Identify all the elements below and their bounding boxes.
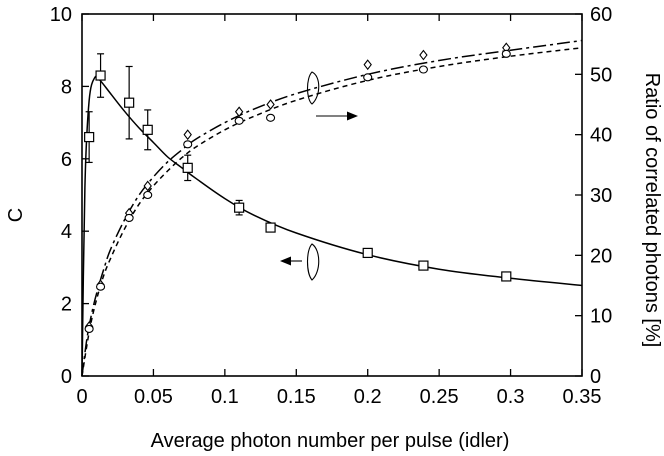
x-tick-label: 0.1 [211, 386, 239, 408]
circle-marker [363, 73, 373, 82]
y-tick-label: 8 [61, 76, 72, 98]
circle-marker [124, 213, 134, 222]
left-arrow-icon [280, 256, 291, 266]
x-tick-label: 0.3 [497, 386, 525, 408]
y2-tick-label: 60 [590, 4, 612, 26]
y-tick-label: 4 [61, 221, 72, 243]
square-marker [418, 260, 429, 271]
y-axis-ticks: 0 2 4 6 8 10 [50, 4, 89, 388]
square-marker [124, 97, 135, 108]
x-axis-label: Average photon number per pulse (idler) [151, 430, 510, 452]
square-marker [95, 70, 106, 81]
y2-tick-label: 30 [590, 185, 612, 207]
x-tick-label: 0.15 [277, 386, 316, 408]
y2-tick-label: 20 [590, 245, 612, 267]
x-axis-ticks: 0 0.05 0.1 0.15 0.2 0.25 0.3 0.35 [76, 14, 601, 408]
y-tick-label: 10 [50, 4, 72, 26]
circle-marker [234, 116, 244, 125]
y2-axis-ticks: 0 10 20 30 40 50 60 [575, 4, 612, 388]
y2-axis-label: Ratio of correlated photons [%] [641, 73, 663, 348]
axis-indicators [280, 71, 358, 281]
diamond-marker [363, 59, 372, 71]
y-tick-label: 6 [61, 149, 72, 171]
x-tick-label: 0.2 [354, 386, 382, 408]
right-arrow-icon [347, 111, 358, 121]
square-marker [182, 162, 193, 173]
fit-curve-ratio-dotted [81, 47, 583, 377]
square-marker [362, 247, 373, 259]
x-tick-label: 0.05 [134, 386, 173, 408]
circle-marker [266, 113, 276, 122]
x-tick-label: 0.35 [563, 386, 602, 408]
y-axis-label: C [5, 208, 27, 222]
ratio-axis-indicator-loop [306, 71, 320, 105]
diamond-marker [183, 129, 192, 141]
error-bars [85, 53, 510, 280]
circle-marker [501, 49, 511, 58]
plot-frame [81, 13, 583, 377]
fit-curve-ratio-dashdot [81, 39, 583, 377]
square-marker [142, 124, 153, 135]
square-marker [84, 131, 95, 143]
y2-tick-label: 50 [590, 64, 612, 86]
y2-tick-label: 40 [590, 125, 612, 147]
square-marker [501, 271, 512, 282]
circle-marker [96, 282, 106, 291]
fit-curves [81, 39, 583, 377]
diamond-marker [143, 180, 152, 192]
square-marker [234, 202, 245, 213]
plot-border [81, 13, 583, 377]
diamond-marker [419, 49, 428, 61]
x-tick-label: 0.25 [420, 386, 459, 408]
y-tick-label: 2 [61, 294, 72, 316]
fit-curve-c [81, 75, 583, 377]
data-markers [84, 42, 512, 333]
circle-marker [143, 190, 153, 200]
circle-marker [84, 324, 94, 333]
diamond-marker [266, 99, 275, 110]
y2-tick-label: 10 [590, 306, 612, 328]
circle-marker [418, 65, 428, 74]
x-tick-label: 0 [76, 386, 87, 408]
y2-tick-label: 0 [590, 366, 601, 388]
c-axis-indicator-loop [306, 243, 320, 281]
y-tick-label: 0 [61, 366, 72, 388]
diamond-marker [234, 106, 244, 118]
square-marker [265, 222, 276, 233]
circle-marker [183, 140, 193, 149]
